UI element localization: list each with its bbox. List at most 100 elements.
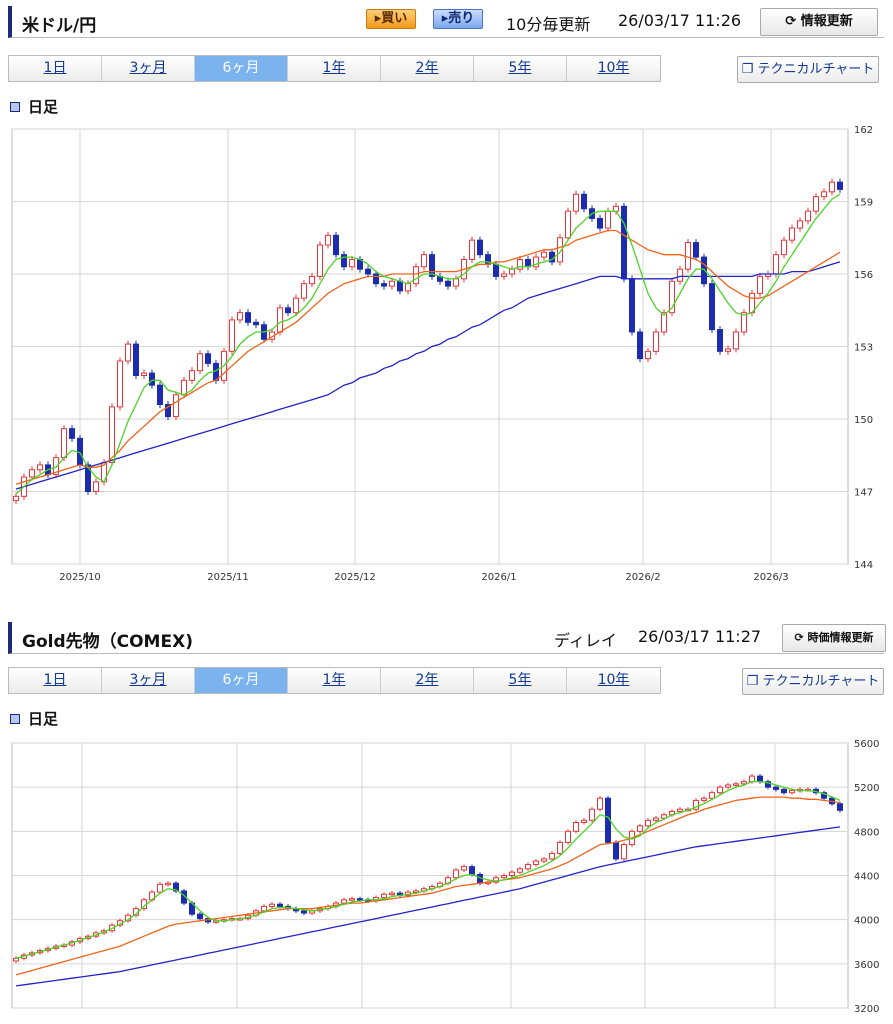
candle-body <box>29 469 35 478</box>
candle-body <box>837 181 843 190</box>
usd-tab-6m[interactable]: 6ヶ月 <box>195 56 288 81</box>
candle-body <box>517 868 523 873</box>
ma-mid-line <box>15 229 841 485</box>
candle-body <box>693 799 699 810</box>
sell-button[interactable]: ▸売り <box>433 9 483 29</box>
candle-body <box>789 227 795 241</box>
candle-body <box>709 283 715 331</box>
usd-tab-2y[interactable]: 2年 <box>381 56 474 81</box>
candle-body <box>93 481 99 493</box>
update-frequency: 10分毎更新 <box>506 15 591 34</box>
usd-tech-label: テクニカルチャート <box>757 62 875 77</box>
candle-body <box>725 784 731 788</box>
candle-body <box>581 819 587 824</box>
candle-body <box>389 280 395 287</box>
gold-tab-3m[interactable]: 3ヶ月 <box>102 668 195 693</box>
candle-body <box>333 234 339 256</box>
candle-body <box>157 384 163 405</box>
candle-body <box>597 797 603 810</box>
gold-technical-chart-button[interactable]: ❐ テクニカルチャート <box>742 668 884 695</box>
candle-body <box>413 890 419 893</box>
candle-body <box>237 312 243 321</box>
usd-period-tabs: 1日 3ヶ月 6ヶ月 1年 2年 5年 10年 <box>8 55 661 82</box>
candle-body <box>557 237 563 263</box>
candle-body <box>541 858 547 862</box>
y-tick-label: 156 <box>854 270 873 281</box>
candle-body <box>733 783 739 786</box>
usd-refresh-button[interactable]: ⟳ 情報更新 <box>760 8 878 36</box>
gold-tab-1y[interactable]: 1年 <box>288 668 381 693</box>
ma-short-line <box>15 780 841 959</box>
gold-tab-5y[interactable]: 5年 <box>474 668 567 693</box>
candle-body <box>565 210 571 239</box>
gold-tab-6m[interactable]: 6ヶ月 <box>195 668 288 693</box>
gold-delay: ディレイ <box>554 631 617 650</box>
candle-body <box>637 825 643 832</box>
y-tick-label: 4400 <box>854 872 879 883</box>
candle-body <box>701 256 707 285</box>
usd-technical-chart-button[interactable]: ❐ テクニカルチャート <box>737 56 879 83</box>
candle-body <box>165 404 171 418</box>
y-tick-label: 162 <box>854 125 873 136</box>
candle-body <box>741 312 747 333</box>
candle-body <box>133 343 139 377</box>
x-tick-label: 2026/2 <box>625 572 660 583</box>
candle-body <box>125 343 131 362</box>
candle-body <box>69 428 75 439</box>
candle-body <box>781 788 787 794</box>
candle-body <box>613 841 619 860</box>
candle-body <box>37 464 43 471</box>
gold-tab-1d[interactable]: 1日 <box>9 668 102 693</box>
candle-body <box>469 866 475 875</box>
candle-body <box>653 817 659 821</box>
candle-body <box>277 903 283 907</box>
candle-body <box>725 348 731 352</box>
usd-tab-10y[interactable]: 10年 <box>567 56 660 81</box>
candle-body <box>637 331 643 360</box>
usd-header: 米ドル/円 ▸買い ▸売り 10分毎更新 26/03/17 11:26 ⟳ 情報… <box>8 6 884 38</box>
candle-body <box>365 268 371 275</box>
buy-button[interactable]: ▸買い <box>366 9 416 29</box>
square-icon <box>10 102 20 112</box>
candle-body <box>325 234 331 246</box>
candle-body <box>477 239 483 256</box>
candle-body <box>381 893 387 899</box>
candle-body <box>309 275 315 285</box>
candle-body <box>525 863 531 870</box>
usd-tab-3m[interactable]: 3ヶ月 <box>102 56 195 81</box>
y-tick-label: 159 <box>854 198 873 209</box>
candle-body <box>749 775 755 783</box>
gold-header: Gold先物（COMEX) ディレイ 26/03/17 11:27 ⟳ 時価情報… <box>8 622 886 654</box>
ma-short-line <box>15 193 841 495</box>
y-tick-label: 153 <box>854 343 873 354</box>
x-tick-label: 2025/11 <box>207 572 249 583</box>
candle-body <box>653 331 659 352</box>
candle-body <box>389 892 395 896</box>
candle-body <box>709 792 715 799</box>
usd-tab-1y[interactable]: 1年 <box>288 56 381 81</box>
candle-body <box>669 280 675 314</box>
candle-body <box>765 781 771 788</box>
candle-body <box>165 882 171 886</box>
candle-body <box>157 883 163 893</box>
usd-tab-1d[interactable]: 1日 <box>9 56 102 81</box>
gold-tab-2y[interactable]: 2年 <box>381 668 474 693</box>
candle-body <box>661 814 667 819</box>
candle-body <box>429 254 435 277</box>
candle-body <box>541 251 547 258</box>
candle-body <box>141 372 147 377</box>
gold-subtitle: 日足 <box>10 708 58 729</box>
window-icon: ❐ <box>741 62 758 77</box>
candle-body <box>373 273 379 285</box>
candle-body <box>317 244 323 277</box>
candle-body <box>565 830 571 843</box>
candle-body <box>813 196 819 212</box>
usd-tab-5y[interactable]: 5年 <box>474 56 567 81</box>
gold-refresh-button[interactable]: ⟳ 時価情報更新 <box>782 624 886 652</box>
gold-tab-10y[interactable]: 10年 <box>567 668 660 693</box>
candle-body <box>349 259 355 268</box>
y-tick-label: 3200 <box>854 1004 879 1015</box>
candle-body <box>261 905 267 912</box>
candle-body <box>621 844 627 860</box>
candle-body <box>557 841 563 854</box>
